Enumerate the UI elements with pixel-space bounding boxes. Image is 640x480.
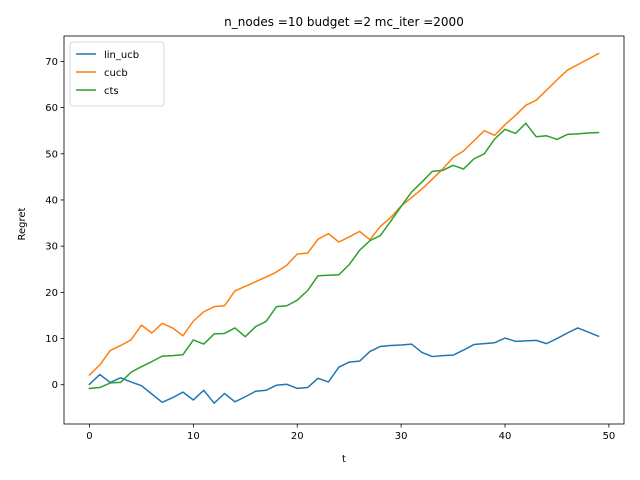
- y-axis-label: Regret: [17, 207, 28, 240]
- y-tick-label: 30: [45, 242, 58, 253]
- y-tick-label: 60: [45, 103, 58, 114]
- series-layer: [88, 52, 600, 404]
- x-tick-label: 50: [603, 431, 616, 442]
- legend-label: cts: [104, 86, 119, 97]
- legend-label: cucb: [104, 68, 128, 79]
- y-tick-label: 20: [45, 288, 58, 299]
- series-line-cts: [88, 122, 600, 390]
- x-tick-label: 40: [499, 431, 512, 442]
- x-tick-label: 20: [291, 431, 304, 442]
- series-line-cucb: [88, 52, 600, 377]
- x-axis-label: t: [342, 454, 346, 465]
- chart-title: n_nodes =10 budget =2 mc_iter =2000: [224, 15, 464, 29]
- y-tick-label: 40: [45, 195, 58, 206]
- x-axis: 0 10 20 30 40 50: [86, 424, 615, 442]
- x-tick-label: 0: [86, 431, 92, 442]
- y-tick-label: 50: [45, 149, 58, 160]
- x-tick-label: 30: [395, 431, 408, 442]
- y-axis: 0 10 20 30 40 50 60 70: [45, 57, 64, 391]
- legend-label: lin_ucb: [104, 50, 139, 61]
- series-line-lin-ucb: [88, 327, 600, 404]
- x-tick-label: 10: [187, 431, 200, 442]
- y-tick-label: 0: [52, 380, 58, 391]
- y-tick-label: 70: [45, 57, 58, 68]
- axes-frame: [63, 35, 625, 425]
- y-tick-label: 10: [45, 334, 58, 345]
